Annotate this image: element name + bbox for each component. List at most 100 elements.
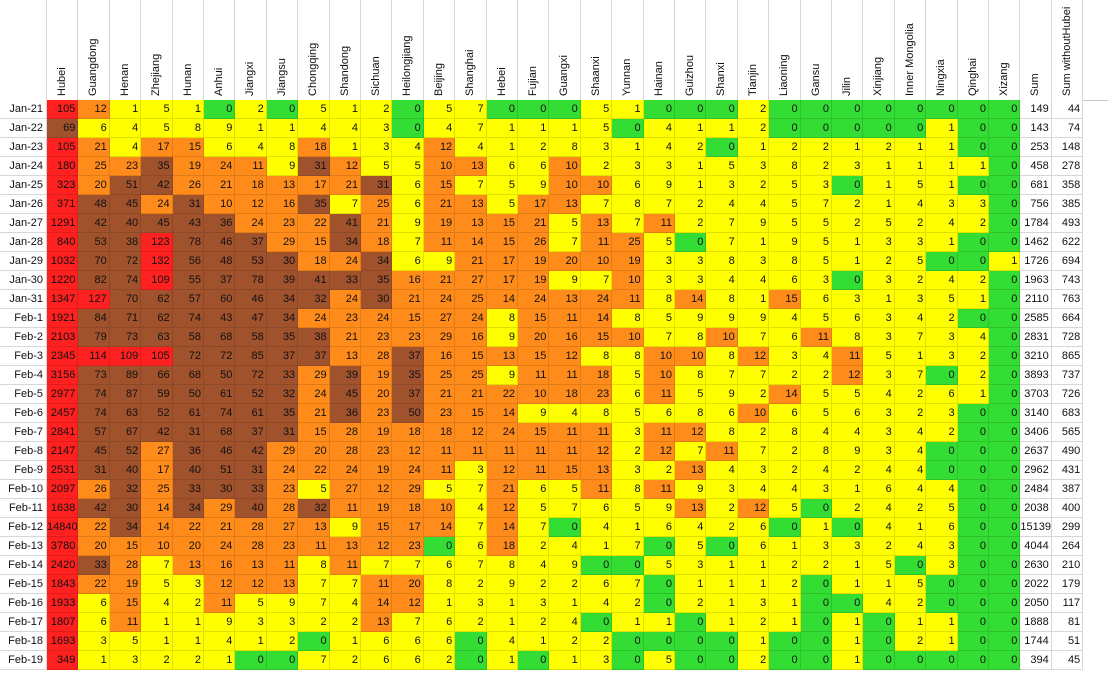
- row-date[interactable]: Jan-23: [0, 138, 47, 157]
- table-cell[interactable]: 23: [266, 214, 299, 233]
- column-header[interactable]: Beijing: [424, 0, 456, 100]
- table-cell[interactable]: 2: [518, 575, 550, 594]
- table-cell[interactable]: 0: [989, 233, 1021, 252]
- table-cell[interactable]: 68: [204, 423, 236, 442]
- row-date[interactable]: Feb-17: [0, 613, 47, 632]
- table-cell[interactable]: 0: [643, 632, 675, 651]
- table-cell[interactable]: 3: [361, 119, 393, 138]
- column-header[interactable]: Guangdong: [78, 0, 110, 100]
- table-cell[interactable]: 4: [455, 499, 487, 518]
- table-cell[interactable]: 35: [266, 404, 299, 423]
- table-cell[interactable]: 6: [580, 499, 613, 518]
- table-cell[interactable]: 6: [423, 613, 456, 632]
- table-cell[interactable]: 0: [957, 480, 989, 499]
- table-cell[interactable]: 8: [298, 556, 330, 575]
- table-cell[interactable]: 6: [423, 556, 456, 575]
- table-cell[interactable]: 5: [800, 214, 832, 233]
- table-cell[interactable]: 9: [423, 252, 456, 271]
- column-header[interactable]: Henan: [110, 0, 142, 100]
- table-cell[interactable]: 23: [329, 309, 361, 328]
- table-cell[interactable]: 3: [706, 480, 738, 499]
- table-cell[interactable]: 3: [580, 651, 613, 670]
- table-cell[interactable]: 5: [769, 214, 801, 233]
- table-cell[interactable]: 2: [518, 138, 550, 157]
- table-cell[interactable]: 4: [643, 119, 675, 138]
- table-cell[interactable]: 1: [643, 613, 675, 632]
- table-cell[interactable]: 3140: [1020, 404, 1052, 423]
- table-cell[interactable]: 11: [549, 423, 581, 442]
- table-cell[interactable]: 1: [172, 613, 204, 632]
- table-cell[interactable]: 61: [172, 404, 204, 423]
- table-cell[interactable]: 79: [78, 328, 110, 347]
- table-cell[interactable]: 33: [235, 480, 267, 499]
- table-cell[interactable]: 3: [675, 556, 707, 575]
- table-cell[interactable]: 14: [486, 290, 518, 309]
- table-cell[interactable]: 109: [141, 271, 173, 290]
- table-cell[interactable]: 2: [612, 594, 644, 613]
- table-cell[interactable]: 3: [266, 613, 299, 632]
- table-cell[interactable]: 7: [455, 119, 487, 138]
- table-cell[interactable]: 5: [423, 100, 456, 119]
- table-cell[interactable]: 16: [204, 556, 236, 575]
- row-date[interactable]: Feb-12: [0, 518, 47, 537]
- table-cell[interactable]: 13: [580, 214, 613, 233]
- table-cell[interactable]: 2: [800, 556, 832, 575]
- table-cell[interactable]: 5: [549, 480, 581, 499]
- table-cell[interactable]: 69: [47, 119, 79, 138]
- row-date[interactable]: Feb-8: [0, 442, 47, 461]
- table-cell[interactable]: 5: [863, 214, 895, 233]
- table-cell[interactable]: 0: [455, 651, 487, 670]
- table-cell[interactable]: 1: [172, 100, 204, 119]
- table-cell[interactable]: 7: [612, 537, 644, 556]
- table-cell[interactable]: 21: [329, 176, 361, 195]
- table-cell[interactable]: 14: [141, 518, 173, 537]
- table-cell[interactable]: 1: [926, 176, 958, 195]
- table-cell[interactable]: 1921: [47, 309, 79, 328]
- table-cell[interactable]: 7: [580, 195, 613, 214]
- table-cell[interactable]: 11: [549, 442, 581, 461]
- table-cell[interactable]: 12: [361, 537, 393, 556]
- table-cell[interactable]: 12: [235, 195, 267, 214]
- table-cell[interactable]: 6: [423, 632, 456, 651]
- table-cell[interactable]: 5: [235, 594, 267, 613]
- table-cell[interactable]: 15: [486, 233, 518, 252]
- table-cell[interactable]: 3: [926, 404, 958, 423]
- table-cell[interactable]: 0: [926, 252, 958, 271]
- table-cell[interactable]: 15: [518, 347, 550, 366]
- table-cell[interactable]: 3: [863, 271, 895, 290]
- table-cell[interactable]: 1638: [47, 499, 79, 518]
- table-cell[interactable]: 2: [769, 461, 801, 480]
- table-cell[interactable]: 0: [957, 537, 989, 556]
- table-cell[interactable]: 3: [643, 271, 675, 290]
- table-cell[interactable]: 11: [612, 290, 644, 309]
- table-cell[interactable]: 5: [675, 385, 707, 404]
- table-cell[interactable]: 0: [957, 119, 989, 138]
- table-cell[interactable]: 3: [863, 423, 895, 442]
- table-cell[interactable]: 4: [863, 385, 895, 404]
- table-cell[interactable]: 6: [361, 632, 393, 651]
- table-cell[interactable]: 0: [894, 651, 927, 670]
- table-cell[interactable]: 12: [329, 157, 361, 176]
- table-cell[interactable]: 15139: [1020, 518, 1052, 537]
- table-cell[interactable]: 0: [926, 651, 958, 670]
- table-cell[interactable]: 3: [737, 461, 770, 480]
- table-cell[interactable]: 11: [518, 461, 550, 480]
- table-cell[interactable]: 18: [580, 366, 613, 385]
- table-cell[interactable]: 349: [47, 651, 79, 670]
- table-cell[interactable]: 46: [235, 290, 267, 309]
- table-cell[interactable]: 1032: [47, 252, 79, 271]
- table-cell[interactable]: 0: [392, 100, 424, 119]
- table-cell[interactable]: 2: [894, 385, 927, 404]
- table-cell[interactable]: 78: [235, 271, 267, 290]
- table-cell[interactable]: 12: [549, 347, 581, 366]
- table-cell[interactable]: 0: [989, 632, 1021, 651]
- table-cell[interactable]: 7: [894, 328, 927, 347]
- table-cell[interactable]: 17: [518, 195, 550, 214]
- table-cell[interactable]: 490: [1051, 442, 1084, 461]
- table-cell[interactable]: 8: [612, 480, 644, 499]
- table-cell[interactable]: 0: [989, 480, 1021, 499]
- table-cell[interactable]: 18: [361, 233, 393, 252]
- table-cell[interactable]: 55: [172, 271, 204, 290]
- table-cell[interactable]: 84: [78, 309, 110, 328]
- table-cell[interactable]: 4: [549, 404, 581, 423]
